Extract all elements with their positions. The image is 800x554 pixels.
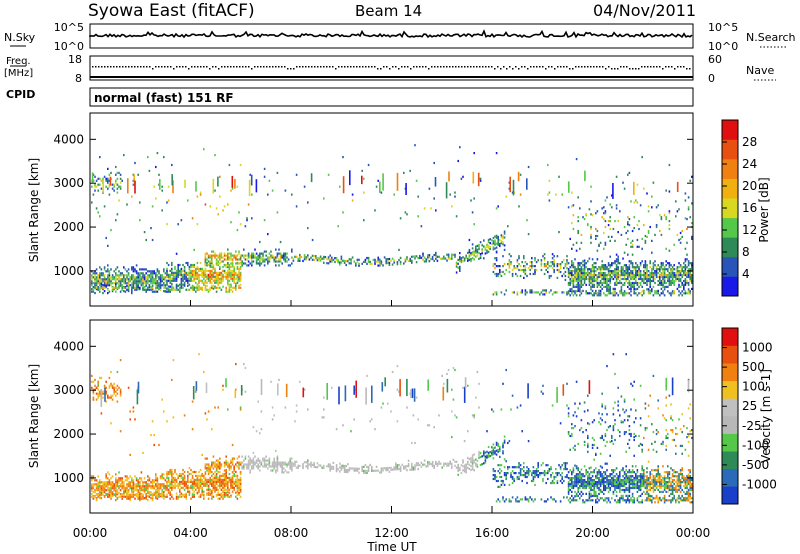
noise-trace xyxy=(89,29,693,39)
velocity-panel: 1000 2000 3000 4000 00:00 04:00 08:00 12:00 16:… xyxy=(27,319,711,554)
velocity-colorbar-swatch-7 xyxy=(722,363,738,382)
noise-panel: N.Sky 10^5 10^0 10^5 10^0 N.Search xyxy=(4,21,796,53)
freq-label-2: [MHz] xyxy=(4,68,33,79)
velocity-colorbar-swatch-4 xyxy=(722,416,738,434)
power-colorbar-swatch-1 xyxy=(722,256,738,277)
power-colorbar-tick-3: 16 xyxy=(742,201,757,215)
power-heatmap xyxy=(91,144,693,297)
power-colorbar-tick-0: 28 xyxy=(742,135,757,149)
x-tick-6: 00:00 xyxy=(676,526,711,540)
power-colorbar-swatch-0 xyxy=(722,276,738,297)
velocity-colorbar-swatch-3 xyxy=(722,433,738,452)
power-ytick-3: 4000 xyxy=(53,132,84,146)
cpid-value: normal (fast) 151 RF xyxy=(94,91,234,105)
power-colorbar-tick-1: 24 xyxy=(742,157,757,171)
power-colorbar-swatch-3 xyxy=(722,217,738,238)
noise-right-tick-bottom: 10^0 xyxy=(708,40,738,53)
velocity-colorbar-tick-7: -1000 xyxy=(742,477,777,491)
freq-left-tick-bottom: 8 xyxy=(75,72,82,85)
x-tick-0: 00:00 xyxy=(73,526,108,540)
velocity-colorbar-swatch-1 xyxy=(722,468,738,487)
power-ytick-1: 2000 xyxy=(53,220,84,234)
cpid-row: CPID normal (fast) 151 RF xyxy=(6,87,694,107)
noise-left-tick-top: 10^5 xyxy=(54,21,84,34)
velocity-colorbar: 1000 500 100 25 -25 -100 -500 -1000 Velocity [m… xyxy=(721,327,777,505)
velocity-ytick-3: 4000 xyxy=(53,339,84,353)
velocity-colorbar-tick-5: -100 xyxy=(742,438,769,452)
noise-right-label: N.Search xyxy=(746,31,796,44)
x-axis-label: Time UT xyxy=(366,540,417,554)
freq-panel: Freq. [MHz] 18 8 60 0 Nave xyxy=(4,53,776,85)
velocity-colorbar-swatch-9 xyxy=(722,328,738,346)
velocity-colorbar-tick-0: 1000 xyxy=(742,341,773,355)
velocity-colorbar-swatch-6 xyxy=(722,380,738,399)
velocity-heatmap xyxy=(91,353,693,504)
power-colorbar-swatch-7 xyxy=(722,139,738,160)
power-colorbar-swatch-2 xyxy=(722,237,738,258)
power-colorbar-swatch-8 xyxy=(722,120,738,140)
velocity-colorbar-swatch-2 xyxy=(722,451,738,470)
power-y-ticks: 1000 2000 3000 4000 xyxy=(53,132,694,306)
velocity-ylabel: Slant Range [km] xyxy=(27,364,41,468)
velocity-x-ticks: 00:00 04:00 08:00 12:00 16:00 20:00 00:00 xyxy=(73,506,711,540)
x-tick-4: 16:00 xyxy=(475,526,510,540)
x-tick-2: 08:00 xyxy=(274,526,309,540)
power-ylabel: Slant Range [km] xyxy=(27,158,41,262)
freq-right-tick-top: 60 xyxy=(708,53,722,66)
velocity-ytick-0: 1000 xyxy=(53,471,84,485)
chart-title: Syowa East (fitACF) xyxy=(88,1,255,21)
velocity-ytick-2: 3000 xyxy=(53,383,84,397)
x-tick-1: 04:00 xyxy=(173,526,208,540)
power-ytick-2: 3000 xyxy=(53,176,84,190)
velocity-colorbar-swatch-8 xyxy=(722,345,738,364)
velocity-colorbar-tick-2: 100 xyxy=(742,380,765,394)
power-ytick-0: 1000 xyxy=(53,264,84,278)
freq-label-1: Freq. xyxy=(6,56,31,67)
power-colorbar-label: Power [dB] xyxy=(757,177,771,242)
noise-left-label: N.Sky xyxy=(4,31,36,44)
velocity-ytick-1: 2000 xyxy=(53,427,84,441)
velocity-colorbar-swatch-5 xyxy=(722,398,738,417)
freq-left-tick-top: 18 xyxy=(68,53,82,66)
velocity-colorbar-tick-1: 500 xyxy=(742,360,765,374)
power-colorbar-tick-6: 4 xyxy=(742,267,750,281)
power-colorbar: 28 24 20 16 12 8 4 Power [dB] xyxy=(721,119,771,297)
velocity-colorbar-label: Velocity [m s-1] xyxy=(759,369,773,463)
x-tick-5: 20:00 xyxy=(575,526,610,540)
velocity-y-ticks: 1000 2000 3000 4000 xyxy=(53,339,693,485)
velocity-colorbar-tick-3: 25 xyxy=(742,399,757,413)
power-colorbar-tick-2: 20 xyxy=(742,179,757,193)
freq-dots xyxy=(92,66,691,70)
noise-left-tick-bottom: 10^0 xyxy=(54,40,84,53)
freq-right-tick-bottom: 0 xyxy=(708,72,715,85)
cpid-label: CPID xyxy=(6,88,35,101)
noise-right-tick-top: 10^5 xyxy=(708,21,738,34)
date-label: 04/Nov/2011 xyxy=(593,1,696,20)
nave-label: Nave xyxy=(746,64,774,77)
power-colorbar-swatch-6 xyxy=(722,159,738,179)
velocity-colorbar-swatch-0 xyxy=(722,486,738,505)
beam-label: Beam 14 xyxy=(355,2,422,20)
power-colorbar-tick-5: 8 xyxy=(742,245,750,259)
power-colorbar-swatch-5 xyxy=(722,178,738,199)
x-tick-3: 12:00 xyxy=(374,526,409,540)
power-panel: 1000 2000 3000 4000 Slant Range [km] xyxy=(27,112,694,307)
power-colorbar-tick-4: 12 xyxy=(742,223,757,237)
power-colorbar-swatch-4 xyxy=(722,198,738,219)
velocity-colorbar-tick-4: -25 xyxy=(742,419,762,433)
velocity-colorbar-tick-6: -500 xyxy=(742,458,769,472)
